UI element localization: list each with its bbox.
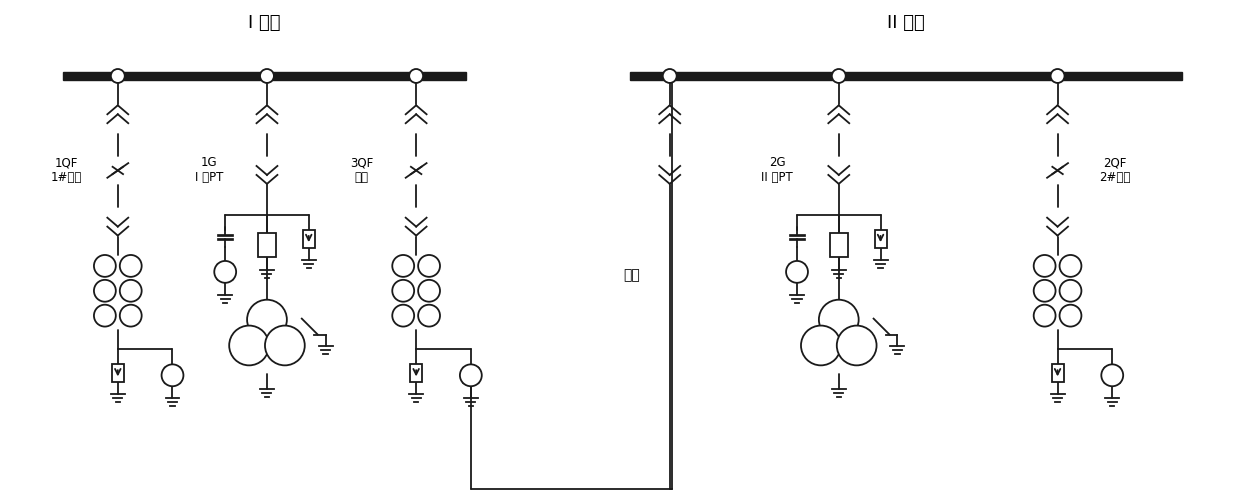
Bar [874,230,887,248]
Circle shape [662,69,677,83]
Circle shape [120,304,141,326]
Circle shape [120,255,141,277]
Text: 2QF
2#进线: 2QF 2#进线 [1100,156,1131,184]
Circle shape [832,69,846,83]
Circle shape [1034,280,1055,301]
Bar [630,72,1182,80]
Circle shape [837,326,877,366]
Circle shape [94,280,115,301]
Bar [63,72,466,80]
Circle shape [418,280,440,301]
Bar [258,233,277,257]
Circle shape [247,300,286,340]
Circle shape [418,304,440,326]
Circle shape [229,326,269,366]
Circle shape [1101,364,1123,386]
Text: 3QF
母联: 3QF 母联 [350,156,373,184]
Circle shape [409,69,423,83]
Circle shape [110,69,125,83]
Circle shape [1034,304,1055,326]
Text: 1QF
1#进线: 1QF 1#进线 [51,156,82,184]
Circle shape [94,304,115,326]
Circle shape [1059,280,1081,301]
Bar [303,230,315,248]
Circle shape [392,280,414,301]
Circle shape [786,261,808,283]
Circle shape [120,280,141,301]
Circle shape [265,326,305,366]
Text: 2G
II 母PT: 2G II 母PT [761,156,794,184]
Circle shape [818,300,858,340]
Circle shape [260,69,274,83]
Circle shape [94,255,115,277]
Circle shape [215,261,236,283]
Circle shape [418,255,440,277]
Text: I 母线: I 母线 [248,14,280,32]
Circle shape [1059,255,1081,277]
Bar [830,233,848,257]
Circle shape [392,255,414,277]
Circle shape [161,364,184,386]
Text: 隔离: 隔离 [624,268,640,282]
Circle shape [460,364,482,386]
Circle shape [1034,255,1055,277]
Circle shape [1050,69,1064,83]
Circle shape [801,326,841,366]
Bar [112,364,124,382]
Circle shape [392,304,414,326]
Circle shape [1059,304,1081,326]
Text: II 母线: II 母线 [887,14,925,32]
Bar [410,364,422,382]
Bar [1052,364,1064,382]
Text: 1G
I 母PT: 1G I 母PT [195,156,223,184]
